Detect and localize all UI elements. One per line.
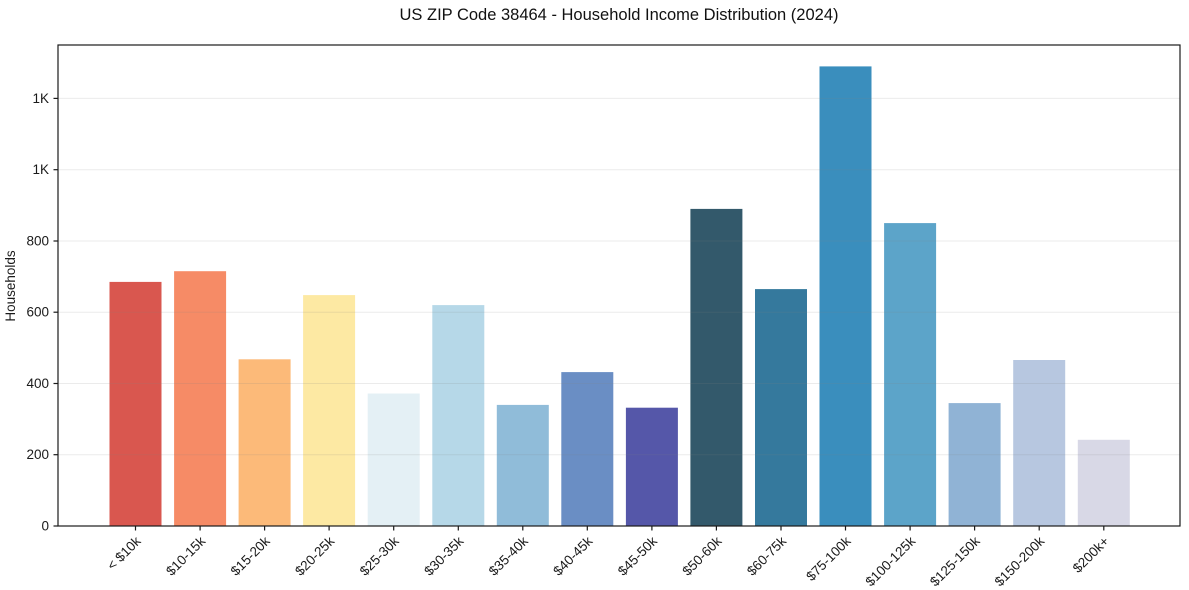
x-tick-label: < $10k <box>104 533 144 573</box>
x-tick-label: $125-150k <box>927 533 983 589</box>
bar-5 <box>367 393 420 526</box>
x-tick-label: $150-200k <box>992 533 1048 589</box>
x-tick-label: $75-100k <box>803 533 854 584</box>
x-tick-label: $100-125k <box>862 533 918 589</box>
bar-15 <box>1013 360 1066 526</box>
y-tick-label: 1K <box>32 91 49 106</box>
y-tick-label: 0 <box>41 519 49 534</box>
x-tick-label: $15-20k <box>228 533 273 578</box>
bar-1 <box>109 281 162 526</box>
bar-4 <box>303 295 356 526</box>
bar-16 <box>1077 439 1130 526</box>
x-tick-label: $40-45k <box>550 533 595 578</box>
x-tick-label: $35-40k <box>486 533 531 578</box>
x-tick-label: $10-15k <box>163 533 208 578</box>
y-tick-label: 200 <box>26 447 49 462</box>
y-tick-label: 600 <box>26 305 49 320</box>
bar-10 <box>690 208 743 526</box>
bar-9 <box>625 407 678 526</box>
x-tick-label: $20-25k <box>292 533 337 578</box>
x-tick-label: $50-60k <box>679 533 724 578</box>
bar-2 <box>174 271 227 526</box>
bar-14 <box>948 403 1001 526</box>
bar-12 <box>819 66 872 527</box>
x-tick-label: $30-35k <box>421 533 466 578</box>
y-tick-label: 1K <box>32 162 49 177</box>
x-tick-label: $45-50k <box>615 533 660 578</box>
x-tick-label: $200k+ <box>1070 533 1112 575</box>
y-tick-label: 400 <box>26 376 49 391</box>
y-tick-label: 800 <box>26 234 49 249</box>
bar-8 <box>561 372 614 526</box>
chart-title: US ZIP Code 38464 - Household Income Dis… <box>399 6 839 24</box>
bar-11 <box>755 289 807 526</box>
bar-3 <box>238 359 291 526</box>
bar-6 <box>432 305 485 526</box>
y-axis-label: Households <box>3 250 18 322</box>
x-tick-label: $25-30k <box>357 533 402 578</box>
plot-area <box>57 44 1181 527</box>
x-tick-label: $60-75k <box>744 533 789 578</box>
bar-13 <box>884 223 937 526</box>
bar-7 <box>496 404 549 526</box>
